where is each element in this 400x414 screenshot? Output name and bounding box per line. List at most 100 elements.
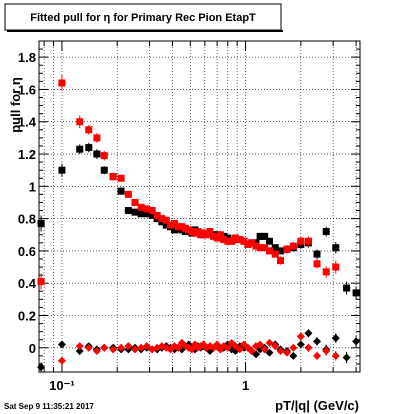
data-point <box>58 166 66 174</box>
data-point <box>240 237 248 245</box>
data-point <box>148 211 156 219</box>
data-point <box>137 210 145 218</box>
series-1 <box>37 74 340 290</box>
data-point <box>277 247 285 255</box>
data-point <box>296 332 305 341</box>
data-point <box>331 351 340 360</box>
timestamp: Sat Sep 9 11:35:21 2017 <box>4 402 94 411</box>
data-point <box>75 342 84 351</box>
data-point <box>85 126 93 134</box>
data-point <box>271 250 279 258</box>
data-point <box>276 347 285 356</box>
y-tick-label: 0.2 <box>18 308 36 323</box>
data-point <box>174 343 183 352</box>
data-point <box>117 174 125 182</box>
axis-ticks <box>39 40 360 372</box>
data-point <box>343 284 351 292</box>
data-point <box>37 363 46 372</box>
data-point <box>256 340 265 349</box>
data-point <box>100 166 108 174</box>
data-point <box>289 343 298 352</box>
y-tick-label: 0.6 <box>18 244 36 259</box>
data-point <box>37 219 45 227</box>
data-point <box>332 244 340 252</box>
data-point <box>117 343 126 352</box>
data-point <box>313 337 322 346</box>
data-point <box>143 205 151 213</box>
data-point <box>124 342 133 351</box>
data-point <box>131 345 140 354</box>
data-point <box>244 240 252 248</box>
data-point <box>162 216 170 224</box>
data-points <box>37 74 361 372</box>
data-point <box>271 342 280 351</box>
data-point <box>148 207 156 215</box>
data-point <box>216 231 224 239</box>
y-tick-label: 1.6 <box>18 82 36 97</box>
data-point <box>261 244 269 252</box>
y-tick-label: 0.8 <box>18 212 36 227</box>
data-point <box>137 343 146 352</box>
data-point <box>109 345 118 354</box>
data-point <box>304 329 313 338</box>
data-point <box>124 207 132 215</box>
data-point <box>100 152 108 160</box>
data-point <box>37 278 45 286</box>
data-point <box>313 260 321 268</box>
data-point <box>100 343 109 352</box>
y-axis-label: pull for η <box>8 77 23 133</box>
data-point <box>283 245 291 253</box>
data-point <box>235 345 244 354</box>
data-point <box>124 190 132 198</box>
data-point <box>260 345 269 354</box>
data-point <box>143 210 151 218</box>
data-point <box>57 356 66 365</box>
data-point <box>304 237 312 245</box>
data-point <box>322 228 330 236</box>
data-point <box>296 340 305 349</box>
series-0 <box>37 142 360 300</box>
y-tick-label: 0 <box>29 341 36 356</box>
data-point <box>282 348 291 357</box>
data-point <box>58 79 66 87</box>
data-point <box>271 244 279 252</box>
data-point <box>228 237 236 245</box>
data-point <box>261 232 269 240</box>
data-point <box>170 219 178 227</box>
data-point <box>256 232 264 240</box>
data-point <box>289 351 298 360</box>
data-point <box>313 351 322 360</box>
data-point <box>322 268 330 276</box>
data-point <box>57 340 66 349</box>
data-point <box>342 353 351 362</box>
title-box <box>4 3 282 31</box>
data-point <box>248 239 256 247</box>
data-point <box>277 257 285 265</box>
data-point <box>236 236 244 244</box>
data-point <box>142 342 151 351</box>
y-tick-label: 1.4 <box>18 115 37 130</box>
data-point <box>206 228 214 236</box>
data-point <box>166 221 174 229</box>
data-point <box>352 289 360 297</box>
data-point <box>297 237 305 245</box>
data-point <box>170 226 178 234</box>
data-point <box>256 244 264 252</box>
data-point <box>109 173 117 181</box>
data-point <box>265 348 274 357</box>
data-point <box>131 208 139 216</box>
data-point <box>252 242 260 250</box>
data-point <box>85 144 93 152</box>
data-point <box>265 338 274 347</box>
x-tick-label: 1 <box>242 378 249 393</box>
data-point <box>220 236 228 244</box>
data-point <box>331 334 340 343</box>
tick-labels: 0 0.2 0.4 0.6 0.8 1 1.2 1.4 1.6 1.8 10⁻¹ 1 <box>18 50 249 393</box>
data-point <box>131 198 139 206</box>
data-point <box>231 234 239 242</box>
data-point <box>76 118 84 126</box>
chart-title: Fitted pull for η for Primary Rec Pion E… <box>30 12 256 24</box>
y-tick-label: 0.4 <box>18 276 37 291</box>
y-tick-label: 1.2 <box>18 147 36 162</box>
